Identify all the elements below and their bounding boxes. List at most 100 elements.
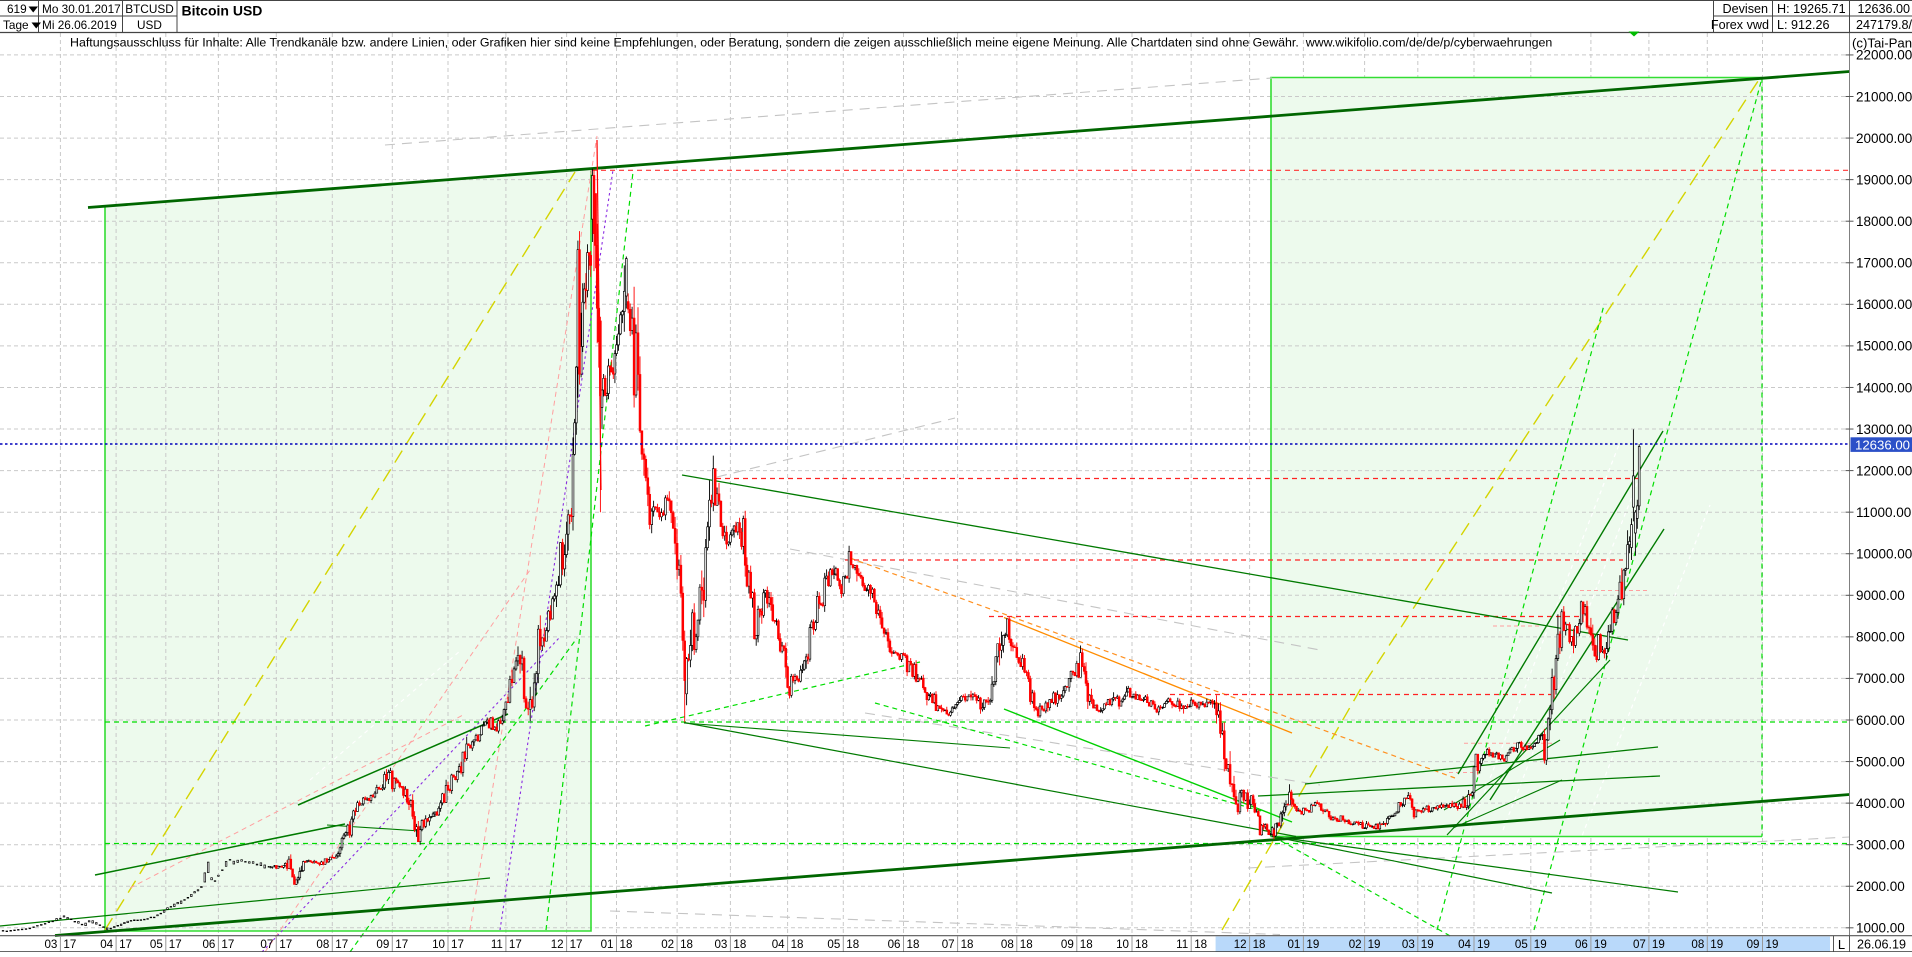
svg-text:11000.00: 11000.00 [1856, 505, 1911, 520]
svg-text:247179.8/: 247179.8/ [1856, 18, 1912, 32]
svg-text:17: 17 [221, 938, 234, 951]
svg-text:19: 19 [1710, 938, 1723, 951]
svg-text:18: 18 [961, 938, 974, 951]
svg-text:H: 19265.71: H: 19265.71 [1777, 2, 1846, 16]
svg-text:18: 18 [1020, 938, 1033, 951]
svg-text:18: 18 [846, 938, 859, 951]
svg-text:06: 06 [202, 938, 215, 951]
svg-text:08: 08 [316, 938, 329, 951]
svg-text:12: 12 [551, 938, 564, 951]
svg-text:6000.00: 6000.00 [1856, 713, 1905, 728]
svg-text:L: L [1838, 937, 1845, 952]
svg-text:17: 17 [509, 938, 522, 951]
svg-text:05: 05 [827, 938, 840, 951]
svg-text:17: 17 [335, 938, 348, 951]
svg-text:17: 17 [169, 938, 182, 951]
svg-text:03: 03 [1402, 938, 1415, 951]
svg-text:12: 12 [1234, 938, 1247, 951]
svg-text:04: 04 [772, 938, 785, 951]
svg-text:06: 06 [1575, 938, 1588, 951]
svg-text:7000.00: 7000.00 [1856, 671, 1905, 686]
svg-text:19: 19 [1421, 938, 1434, 951]
svg-text:Forex vwd: Forex vwd [1711, 18, 1769, 32]
svg-text:10: 10 [432, 938, 445, 951]
svg-text:05: 05 [150, 938, 163, 951]
svg-text:15000.00: 15000.00 [1856, 339, 1912, 354]
svg-text:Mo 30.01.2017: Mo 30.01.2017 [42, 2, 121, 16]
svg-text:(c)Tai-Pan: (c)Tai-Pan [1852, 36, 1912, 51]
svg-text:18: 18 [791, 938, 804, 951]
svg-text:Devisen: Devisen [1723, 2, 1769, 16]
svg-text:07: 07 [260, 938, 273, 951]
svg-text:18: 18 [1194, 938, 1207, 951]
svg-text:09: 09 [1061, 938, 1074, 951]
svg-text:12000.00: 12000.00 [1856, 463, 1912, 478]
svg-text:BTCUSD: BTCUSD [125, 2, 174, 16]
svg-text:18: 18 [620, 938, 633, 951]
svg-text:19: 19 [1766, 938, 1779, 951]
svg-text:04: 04 [100, 938, 113, 951]
svg-text:Tage: Tage [3, 18, 29, 32]
svg-text:Mi 26.06.2019: Mi 26.06.2019 [42, 18, 117, 32]
svg-text:12636.00: 12636.00 [1857, 2, 1910, 16]
svg-text:17000.00: 17000.00 [1856, 256, 1912, 271]
svg-text:18: 18 [680, 938, 693, 951]
svg-text:16000.00: 16000.00 [1856, 297, 1912, 312]
svg-text:07: 07 [1633, 938, 1646, 951]
svg-text:17: 17 [279, 938, 292, 951]
svg-text:13000.00: 13000.00 [1856, 422, 1912, 437]
svg-text:14000.00: 14000.00 [1856, 380, 1912, 395]
svg-text:09: 09 [376, 938, 389, 951]
svg-text:1000.00: 1000.00 [1856, 921, 1905, 936]
svg-text:5000.00: 5000.00 [1856, 754, 1905, 769]
svg-text:8000.00: 8000.00 [1856, 630, 1905, 645]
svg-text:19: 19 [1306, 938, 1319, 951]
svg-text:03: 03 [44, 938, 57, 951]
svg-text:12636.00: 12636.00 [1855, 437, 1910, 452]
svg-text:19: 19 [1652, 938, 1665, 951]
svg-text:11: 11 [1176, 938, 1188, 951]
svg-text:08: 08 [1001, 938, 1014, 951]
svg-text:19000.00: 19000.00 [1856, 172, 1912, 187]
svg-text:4000.00: 4000.00 [1856, 796, 1905, 811]
svg-text:619: 619 [7, 2, 27, 16]
svg-text:11: 11 [491, 938, 503, 951]
svg-text:17: 17 [451, 938, 464, 951]
svg-text:Haftungsausschluss für Inhalte: Haftungsausschluss für Inhalte: Alle Tre… [70, 36, 1552, 50]
svg-text:07: 07 [942, 938, 955, 951]
svg-text:02: 02 [661, 938, 674, 951]
svg-text:19: 19 [1477, 938, 1490, 951]
svg-text:03: 03 [714, 938, 727, 951]
svg-text:19: 19 [1594, 938, 1607, 951]
svg-text:17: 17 [119, 938, 132, 951]
svg-text:02: 02 [1349, 938, 1362, 951]
svg-text:18: 18 [1253, 938, 1266, 951]
svg-text:17: 17 [395, 938, 408, 951]
svg-text:2000.00: 2000.00 [1856, 879, 1905, 894]
svg-text:19: 19 [1534, 938, 1547, 951]
svg-text:17: 17 [63, 938, 76, 951]
svg-text:01: 01 [1287, 938, 1300, 951]
svg-text:3000.00: 3000.00 [1856, 837, 1905, 852]
svg-text:26.06.19: 26.06.19 [1857, 938, 1906, 952]
svg-text:04: 04 [1458, 938, 1471, 951]
svg-text:18: 18 [1135, 938, 1148, 951]
svg-text:10000.00: 10000.00 [1856, 547, 1912, 562]
svg-text:18: 18 [1080, 938, 1093, 951]
svg-text:01: 01 [601, 938, 614, 951]
svg-text:18000.00: 18000.00 [1856, 214, 1912, 229]
svg-text:USD: USD [137, 18, 162, 32]
svg-text:20000.00: 20000.00 [1856, 131, 1912, 146]
svg-text:L: 912.26: L: 912.26 [1777, 18, 1830, 32]
svg-text:06: 06 [888, 938, 901, 951]
svg-text:9000.00: 9000.00 [1856, 588, 1905, 603]
svg-text:18: 18 [733, 938, 746, 951]
svg-text:08: 08 [1691, 938, 1704, 951]
svg-text:17: 17 [570, 938, 583, 951]
svg-text:05: 05 [1515, 938, 1528, 951]
svg-text:Bitcoin USD: Bitcoin USD [182, 3, 263, 19]
svg-text:19: 19 [1368, 938, 1381, 951]
svg-text:10: 10 [1116, 938, 1129, 951]
svg-text:21000.00: 21000.00 [1856, 89, 1912, 104]
svg-text:18: 18 [907, 938, 920, 951]
